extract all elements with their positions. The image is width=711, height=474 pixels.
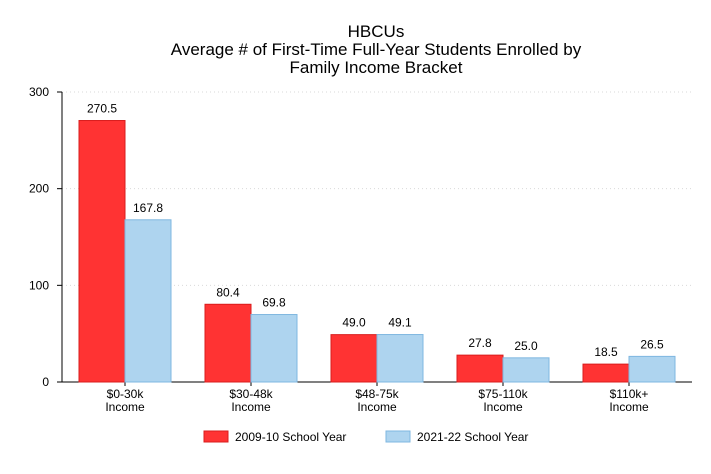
chart-title: HBCUs Average # of First-Time Full-Year … [171,22,582,77]
y-tick-label: 100 [29,278,49,292]
x-tick-label: Income [609,400,649,414]
x-tick-label: $30-48k [229,387,273,401]
x-tick-label: $75-110k [478,387,528,401]
legend-label: 2009-10 School Year [235,430,346,444]
bar [582,363,630,383]
chart-title-line-1: HBCUs [348,22,405,41]
data-label: 27.8 [468,336,492,350]
data-label: 270.5 [87,102,117,116]
x-tick-label: Income [357,400,397,414]
legend-swatch [385,430,411,443]
data-label: 26.5 [640,337,664,351]
bars [78,120,676,383]
bar [124,219,172,383]
data-label: 69.8 [262,296,286,310]
bar [330,334,378,383]
legend-swatch [203,430,229,443]
x-tick-label: Income [105,400,145,414]
legend: 2009-10 School Year 2021-22 School Year [203,430,528,444]
bar [250,314,298,383]
chart-title-line-3: Family Income Bracket [290,58,463,77]
x-tick-label: $48-75k [355,387,399,401]
x-tick-label: Income [231,400,271,414]
bar [628,355,676,383]
x-tick-label: $0-30k [107,387,145,401]
y-tick-label: 0 [42,375,49,389]
legend-label: 2021-22 School Year [417,430,528,444]
bar [376,334,424,383]
data-label: 167.8 [133,201,163,215]
y-tick-label: 300 [29,85,49,99]
bar [204,303,252,383]
y-tick-label: 200 [29,182,49,196]
chart-title-line-2: Average # of First-Time Full-Year Studen… [171,40,582,59]
bar [78,120,126,383]
data-label: 49.0 [342,316,366,330]
x-tick-label: Income [483,400,523,414]
x-tick-label: $110k+ [610,387,649,401]
data-label: 18.5 [594,345,618,359]
data-labels: 270.5 167.8 80.4 69.8 49.0 49.1 27.8 25.0 18.5 26… [87,102,664,360]
data-label: 25.0 [514,339,538,353]
data-label: 49.1 [388,316,412,330]
bar [456,354,504,383]
bar [502,357,550,383]
data-label: 80.4 [216,285,240,299]
